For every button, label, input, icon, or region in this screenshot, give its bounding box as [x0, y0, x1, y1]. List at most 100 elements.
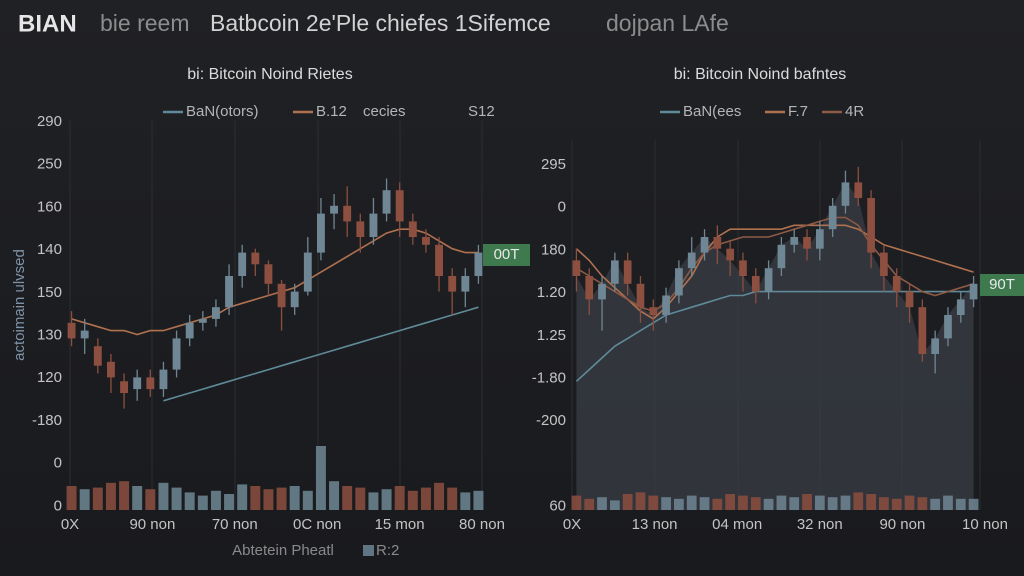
- header-part: Batbcoin 2e'Ple chiefes 1Sifemce: [210, 10, 551, 36]
- volume-bar: [597, 497, 607, 510]
- y-tick-label: 130: [37, 326, 62, 343]
- volume-bar: [420, 487, 431, 510]
- volume-bar: [917, 497, 928, 510]
- volume-bar: [609, 500, 620, 510]
- candle-body: [662, 295, 670, 315]
- x-tick-label: 32 non: [797, 516, 843, 533]
- volume-bar: [622, 494, 633, 510]
- candle-body: [726, 248, 734, 261]
- y-tick-label: 1.25: [537, 327, 566, 344]
- candle-body: [408, 221, 417, 237]
- volume-bar: [342, 486, 353, 510]
- volume-bar: [814, 495, 825, 510]
- candle-body: [931, 338, 939, 354]
- volume-bar: [447, 487, 458, 510]
- candle-body: [841, 182, 850, 206]
- candle-body: [803, 237, 811, 249]
- candle-body: [777, 244, 786, 269]
- y-tick-label: 250: [37, 156, 62, 173]
- x-axis-title: Abtetein Pheatl: [232, 542, 334, 559]
- volume-bar: [105, 482, 116, 510]
- candle-body: [764, 268, 773, 292]
- candle-body: [277, 283, 286, 308]
- y-tick-label: 0: [54, 497, 62, 514]
- y-tick-label: 290: [37, 113, 62, 130]
- volume-bar: [368, 492, 379, 510]
- volume-bar: [289, 486, 300, 510]
- candle-body: [212, 307, 220, 319]
- volume-bar: [584, 498, 595, 510]
- candle-body: [120, 381, 128, 393]
- brand: BIAN: [18, 10, 77, 37]
- volume-bar: [763, 498, 774, 510]
- candle-body: [880, 252, 888, 276]
- volume-bar: [661, 497, 671, 510]
- candle-body: [867, 198, 875, 253]
- candle-body: [67, 322, 76, 339]
- volume-bar: [635, 492, 646, 510]
- y-tick-label: -180: [32, 412, 62, 429]
- volume-bar: [686, 495, 697, 510]
- legend-label: 4R: [845, 103, 864, 120]
- candle-body: [636, 283, 645, 308]
- candle-body: [598, 283, 606, 300]
- candle-body: [892, 276, 901, 292]
- volume-bar: [473, 490, 484, 510]
- volume-bar: [92, 487, 103, 510]
- line: [575, 224, 974, 320]
- volume-bar: [879, 497, 889, 510]
- candle-body: [80, 330, 89, 339]
- volume-bar: [460, 492, 471, 510]
- candle-body: [918, 307, 927, 354]
- x-tick-label: 13 non: [632, 516, 678, 533]
- y-tick-label: 1.20: [537, 284, 566, 301]
- chart-title: bi: Bitcoin Noind Rietes: [187, 66, 352, 83]
- volume-bar: [79, 489, 90, 510]
- candle-body: [474, 252, 483, 276]
- legend-label: BaN(otors): [186, 103, 259, 120]
- legend-label: F.7: [788, 103, 808, 120]
- price-area: [576, 182, 974, 510]
- legend-label: B.12: [316, 103, 347, 120]
- x-tick-label: 10 non: [962, 516, 1008, 533]
- volume-bar: [571, 495, 582, 510]
- candle-body: [854, 182, 863, 198]
- candle-body: [369, 213, 378, 237]
- candle-body: [264, 264, 273, 284]
- y-tick-label: 140: [37, 241, 62, 258]
- volume-bar: [648, 495, 659, 510]
- price-tag-box: [483, 244, 530, 266]
- volume-bar: [750, 497, 761, 510]
- candle-body: [611, 260, 619, 284]
- volume-bar: [904, 495, 915, 510]
- candle-body: [649, 307, 658, 315]
- volume-bar: [394, 486, 405, 510]
- candle-body: [290, 291, 299, 308]
- candle-body: [739, 260, 747, 276]
- y-tick-label: 0: [558, 199, 566, 216]
- x-tick-label: 0C non: [293, 516, 341, 533]
- legend-box-label: R:2: [376, 542, 399, 559]
- volume-bar: [930, 498, 941, 510]
- x-tick-label: 90 non: [879, 516, 925, 533]
- candle-body: [198, 318, 207, 323]
- price-tag: 90T: [989, 276, 1015, 293]
- volume-bar: [789, 497, 800, 510]
- candle-body: [395, 190, 404, 222]
- volume-bar: [802, 494, 812, 510]
- candle-body: [700, 237, 709, 253]
- y-tick-label: -1.80: [532, 369, 566, 386]
- price-tag-box: [980, 274, 1024, 296]
- candle-body: [343, 205, 352, 222]
- y-tick-label: -200: [536, 412, 566, 429]
- candle-body: [93, 346, 102, 366]
- volume-bar: [158, 482, 169, 510]
- volume-bar: [66, 486, 77, 510]
- candle-body: [790, 237, 799, 245]
- candle-body: [330, 205, 338, 214]
- volume-bar: [827, 497, 838, 510]
- volume-bar: [210, 490, 221, 510]
- volume-bar: [276, 487, 287, 510]
